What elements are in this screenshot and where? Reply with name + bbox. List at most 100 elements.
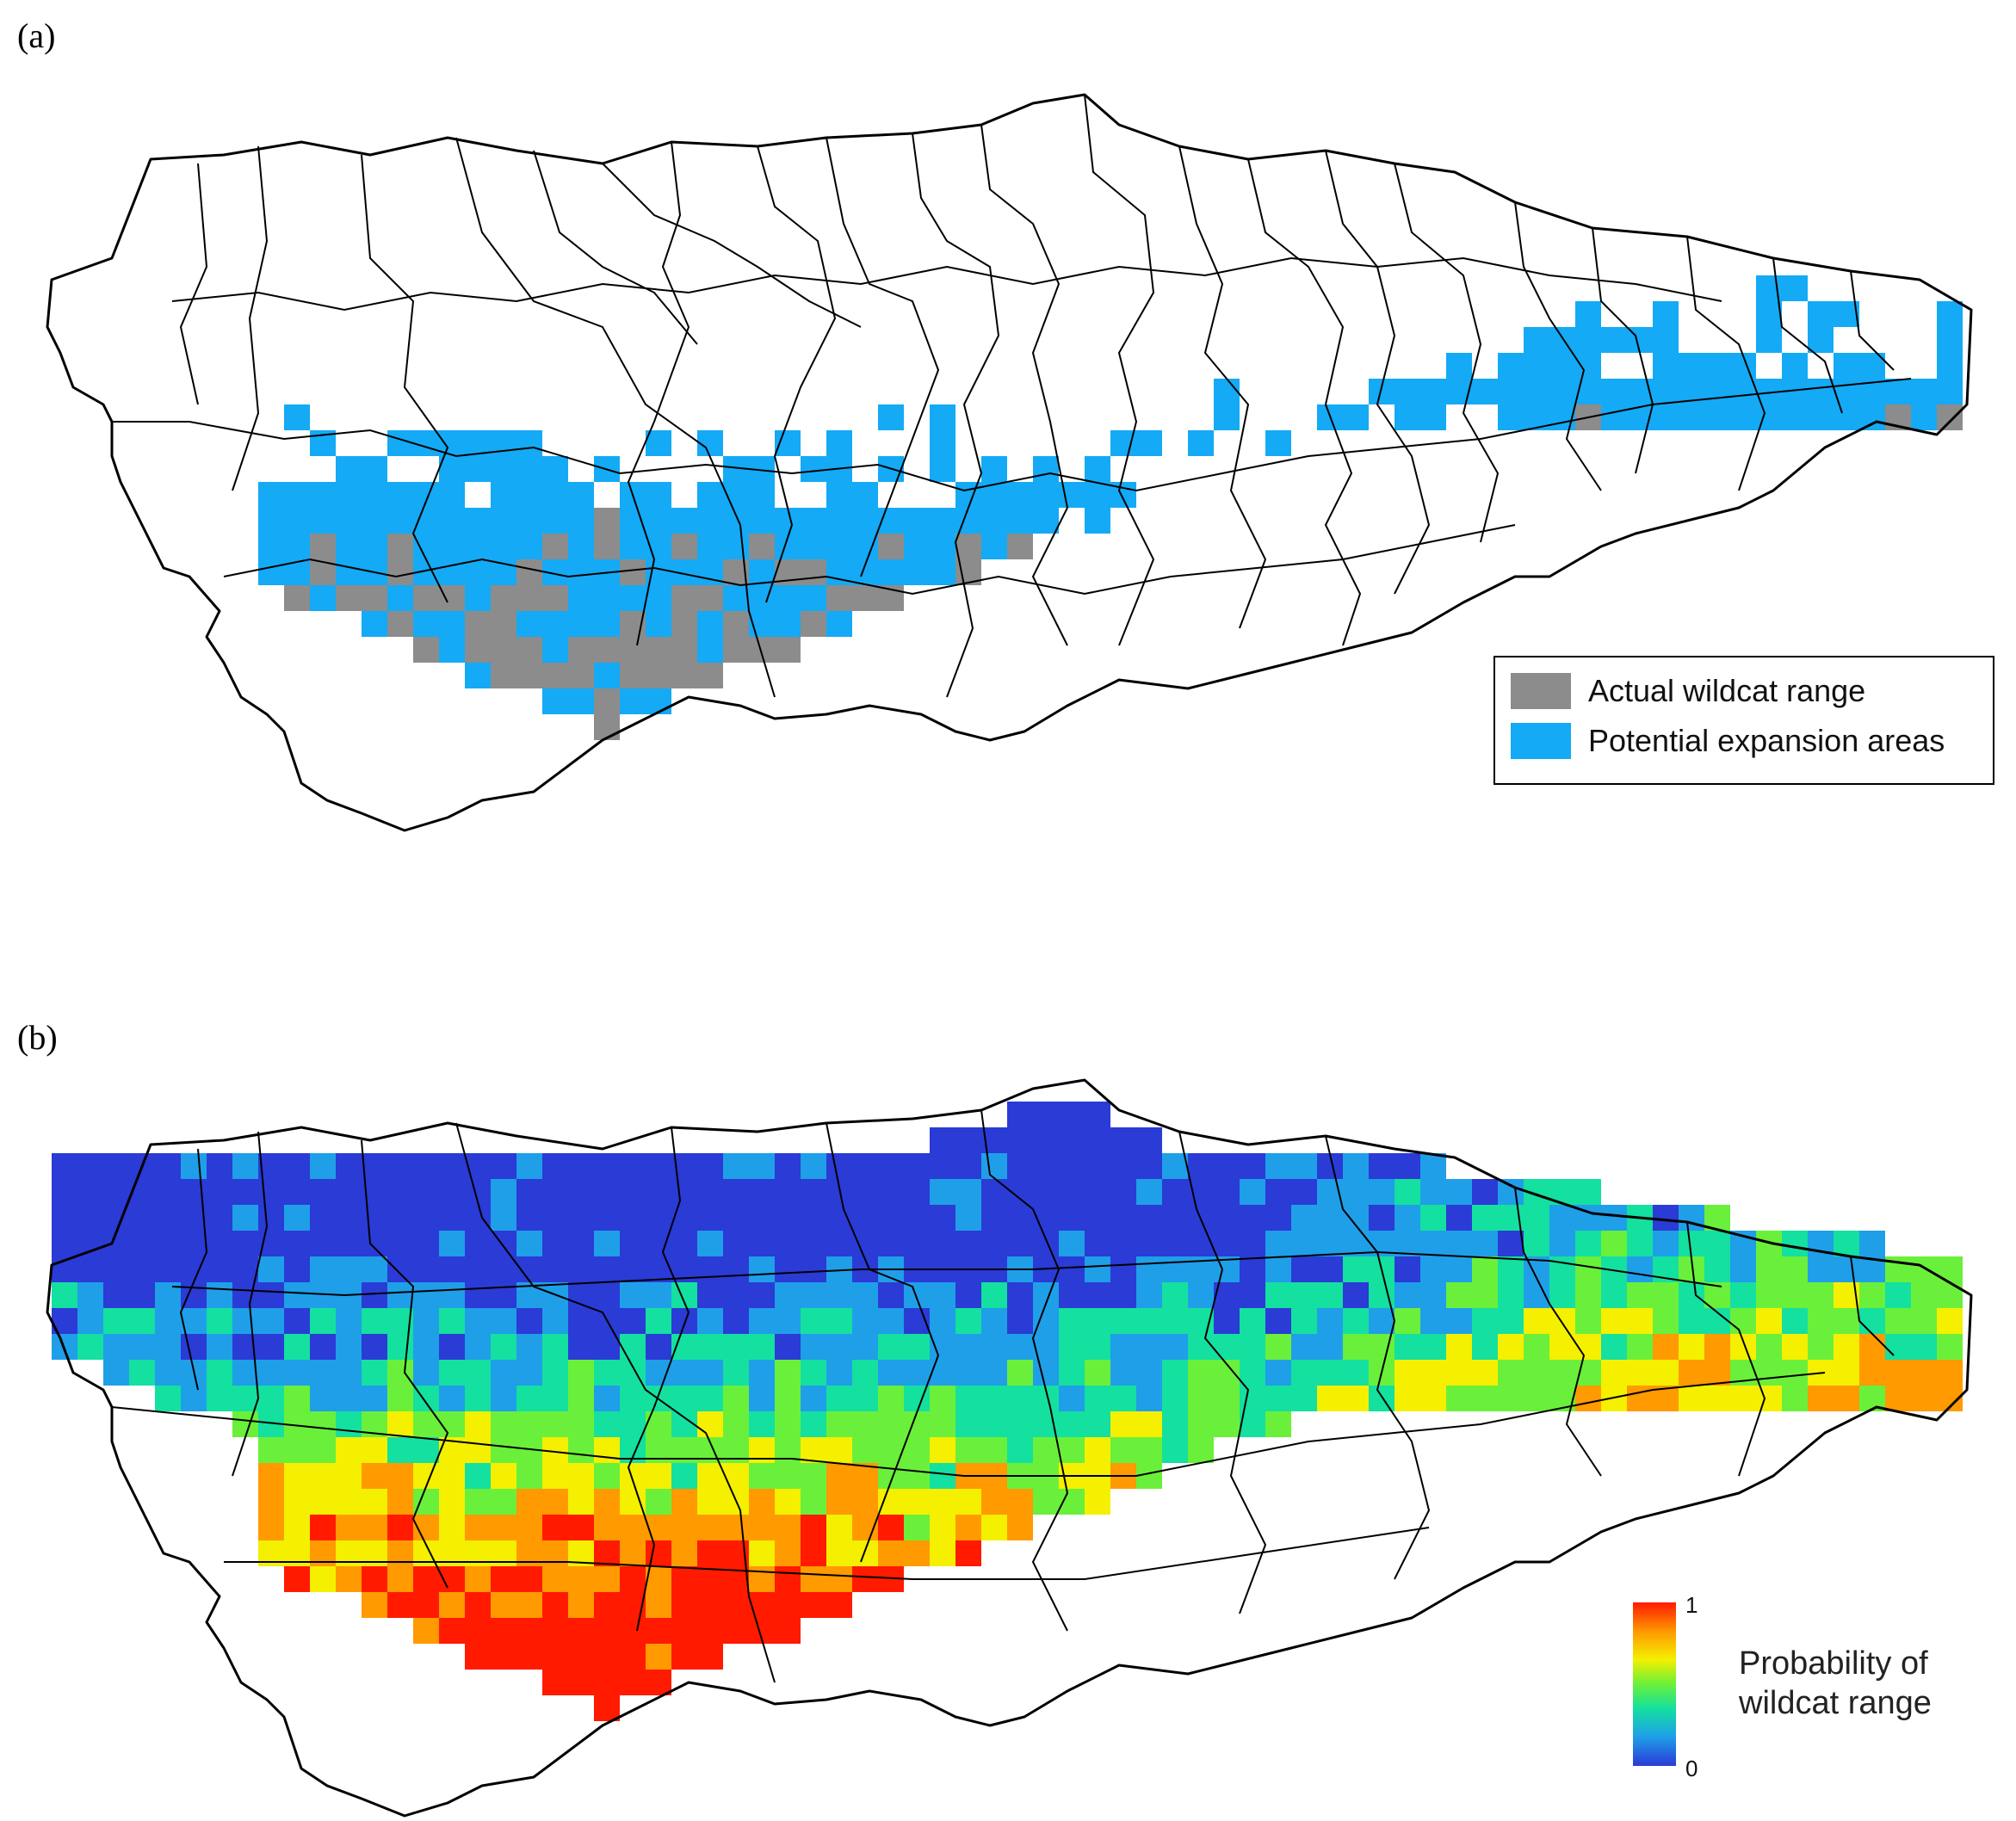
probability-cell — [1420, 1179, 1446, 1205]
probability-cell — [1110, 1205, 1136, 1231]
probability-cell — [129, 1308, 155, 1334]
probability-cell — [1420, 1231, 1446, 1256]
potential-area-cell — [646, 611, 671, 637]
probability-cell — [801, 1231, 826, 1256]
probability-cell — [981, 1205, 1007, 1231]
probability-cell — [362, 1205, 387, 1231]
probability-cell — [542, 1618, 568, 1644]
probability-cell — [465, 1592, 491, 1618]
probability-cell — [1007, 1386, 1033, 1411]
probability-cell — [1085, 1386, 1110, 1411]
probability-cell — [1911, 1308, 1937, 1334]
probability-cell — [981, 1282, 1007, 1308]
probability-cell — [542, 1360, 568, 1386]
actual-range-cell — [491, 663, 516, 688]
probability-cell — [465, 1308, 491, 1334]
actual-range-cell — [413, 585, 439, 611]
probability-cell — [1549, 1256, 1575, 1282]
potential-area-cell — [516, 430, 542, 456]
probability-cell — [1265, 1282, 1291, 1308]
probability-cell — [129, 1334, 155, 1360]
municipality-borders — [111, 1109, 1895, 1683]
probability-cell — [594, 1179, 620, 1205]
probability-cell — [413, 1360, 439, 1386]
probability-cell — [387, 1437, 413, 1463]
probability-cell — [207, 1231, 232, 1256]
probability-cell — [568, 1411, 594, 1437]
potential-area-cell — [1653, 379, 1679, 404]
probability-cell — [749, 1489, 775, 1515]
probability-cell — [801, 1205, 826, 1231]
probability-cell — [103, 1360, 129, 1386]
probability-cell — [594, 1205, 620, 1231]
probability-cell — [207, 1308, 232, 1334]
potential-area-cell — [826, 430, 852, 456]
probability-cell — [904, 1334, 930, 1360]
probability-cell — [1395, 1153, 1420, 1179]
probability-cell — [516, 1592, 542, 1618]
probability-cell — [387, 1463, 413, 1489]
probability-cell — [1524, 1334, 1549, 1360]
probability-cell — [775, 1179, 801, 1205]
potential-area-cell — [413, 534, 439, 559]
probability-cell — [362, 1489, 387, 1515]
potential-area-cell — [284, 508, 310, 534]
potential-area-cell — [336, 456, 362, 482]
probability-cell — [1007, 1437, 1033, 1463]
region-outline — [46, 1078, 1973, 1818]
probability-cell — [930, 1205, 955, 1231]
probability-cell — [1498, 1386, 1524, 1411]
probability-cell — [1317, 1334, 1343, 1360]
potential-area-cell — [1911, 404, 1937, 430]
probability-cell — [1110, 1360, 1136, 1386]
potential-area-cell — [1704, 379, 1730, 404]
probability-cell — [1162, 1334, 1188, 1360]
probability-cell — [930, 1489, 955, 1515]
probability-cell — [955, 1540, 981, 1566]
probability-cell — [620, 1179, 646, 1205]
probability-cell — [1007, 1334, 1033, 1360]
probability-cell — [852, 1179, 878, 1205]
probability-cell — [646, 1179, 671, 1205]
probability-cell — [207, 1386, 232, 1411]
potential-area-cell — [1498, 404, 1524, 430]
probability-cell — [1601, 1334, 1627, 1360]
potential-area-cell — [1472, 379, 1498, 404]
potential-area-cell — [1704, 353, 1730, 379]
probability-cell — [904, 1360, 930, 1386]
probability-cell — [542, 1231, 568, 1256]
probability-cell — [749, 1231, 775, 1256]
actual-range-cell — [646, 637, 671, 663]
probability-cell — [1395, 1386, 1420, 1411]
probability-cell — [439, 1592, 465, 1618]
probability-cell — [1291, 1308, 1317, 1334]
probability-cell — [1730, 1256, 1756, 1282]
probability-cell — [1214, 1179, 1240, 1205]
probability-cell — [801, 1592, 826, 1618]
probability-cell — [671, 1360, 697, 1386]
probability-cell — [904, 1282, 930, 1308]
potential-area-cell — [1834, 353, 1859, 379]
potential-area-cell — [904, 508, 930, 534]
probability-cell — [1524, 1231, 1549, 1256]
potential-area-cell — [801, 585, 826, 611]
probability-cell — [516, 1566, 542, 1592]
probability-cell — [749, 1515, 775, 1540]
probability-cell — [594, 1540, 620, 1566]
actual-range-cell — [594, 637, 620, 663]
actual-range-cell — [594, 534, 620, 559]
probability-cell — [1059, 1282, 1085, 1308]
probability-cell — [336, 1153, 362, 1179]
probability-cell — [1730, 1308, 1756, 1334]
probability-cell — [1395, 1334, 1420, 1360]
probability-cell — [77, 1308, 103, 1334]
probability-cell — [413, 1231, 439, 1256]
potential-area-cell — [1214, 404, 1240, 430]
probability-cell — [52, 1282, 77, 1308]
probability-cell — [387, 1411, 413, 1437]
probability-cell — [878, 1308, 904, 1334]
probability-cell — [155, 1179, 181, 1205]
probability-cell — [1136, 1231, 1162, 1256]
probability-cell — [568, 1231, 594, 1256]
actual-range-cell — [568, 637, 594, 663]
